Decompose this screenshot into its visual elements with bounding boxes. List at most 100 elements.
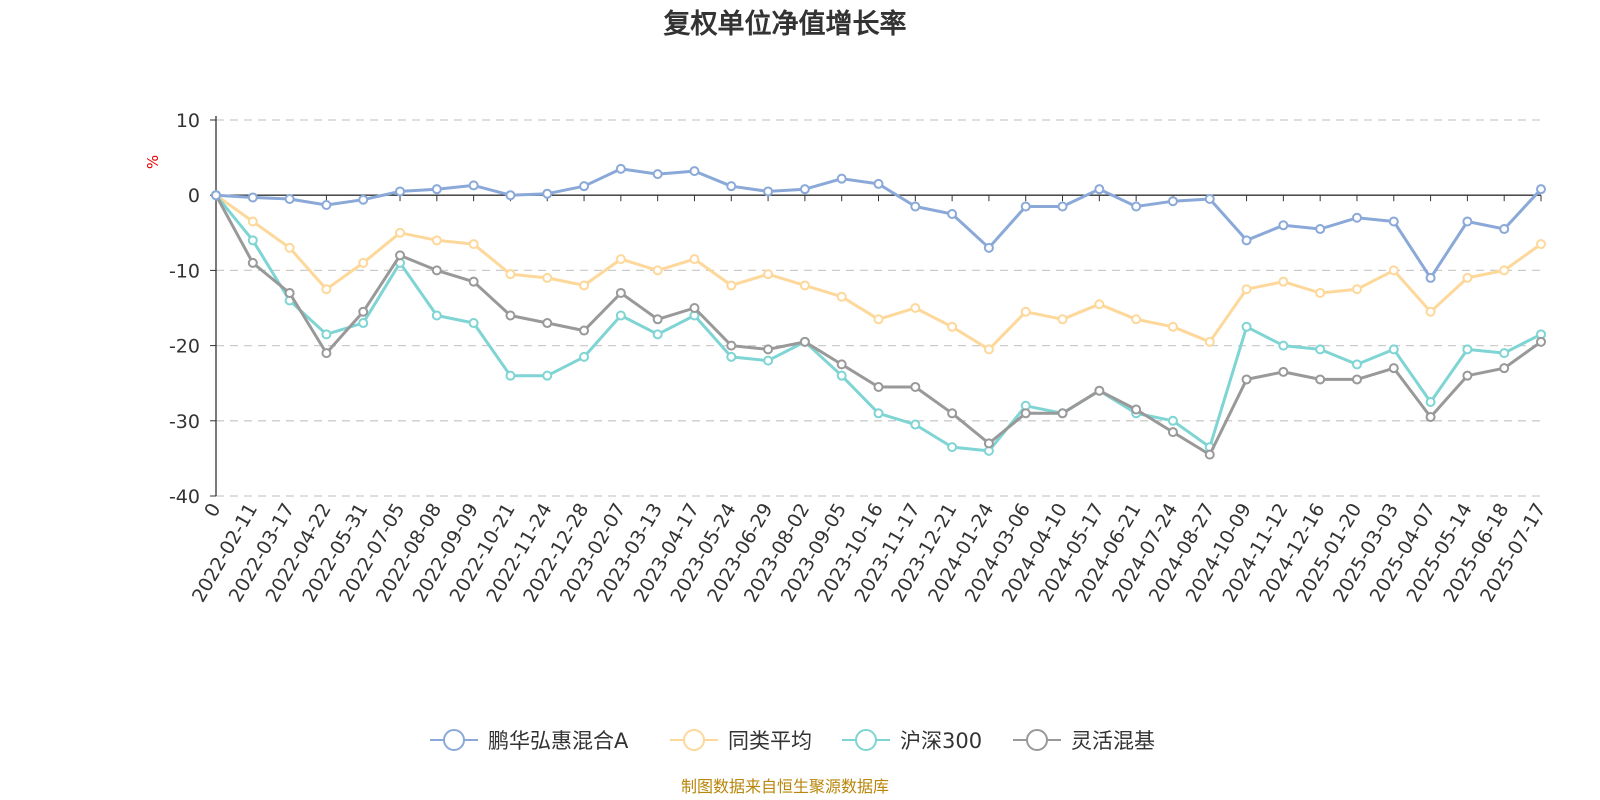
data-point[interactable]: [431, 265, 442, 276]
data-point[interactable]: [579, 351, 590, 362]
data-point[interactable]: [652, 169, 663, 180]
data-point[interactable]: [284, 193, 295, 204]
data-point[interactable]: [689, 254, 700, 265]
data-point[interactable]: [1057, 201, 1068, 212]
data-point[interactable]: [1315, 344, 1326, 355]
data-point[interactable]: [1425, 272, 1436, 283]
data-point[interactable]: [1315, 224, 1326, 235]
data-point[interactable]: [763, 355, 774, 366]
data-point[interactable]: [1499, 265, 1510, 276]
data-point[interactable]: [505, 269, 516, 280]
data-point[interactable]: [615, 310, 626, 321]
data-point[interactable]: [505, 310, 516, 321]
data-point[interactable]: [1094, 184, 1105, 195]
data-point[interactable]: [1388, 216, 1399, 227]
legend-item[interactable]: 同类平均: [670, 729, 812, 753]
data-point[interactable]: [1351, 284, 1362, 295]
data-point[interactable]: [1241, 284, 1252, 295]
legend-item[interactable]: 灵活混基: [1013, 729, 1155, 753]
data-point[interactable]: [1167, 427, 1178, 438]
data-point[interactable]: [1131, 314, 1142, 325]
data-point[interactable]: [358, 318, 369, 329]
data-point[interactable]: [1462, 272, 1473, 283]
data-point[interactable]: [1094, 385, 1105, 396]
data-point[interactable]: [358, 306, 369, 317]
data-point[interactable]: [468, 276, 479, 287]
data-point[interactable]: [247, 235, 258, 246]
data-point[interactable]: [689, 303, 700, 313]
data-point[interactable]: [247, 216, 258, 227]
data-point[interactable]: [395, 227, 406, 238]
data-point[interactable]: [910, 381, 921, 392]
data-point[interactable]: [247, 257, 258, 268]
data-point[interactable]: [1425, 306, 1436, 317]
data-point[interactable]: [1278, 366, 1289, 377]
data-point[interactable]: [542, 188, 553, 199]
data-point[interactable]: [726, 280, 737, 291]
data-point[interactable]: [1278, 276, 1289, 287]
data-point[interactable]: [983, 242, 994, 253]
data-point[interactable]: [395, 250, 406, 261]
data-point[interactable]: [873, 381, 884, 392]
data-point[interactable]: [652, 329, 663, 340]
data-point[interactable]: [1536, 239, 1546, 250]
data-point[interactable]: [1131, 404, 1142, 415]
data-point[interactable]: [910, 419, 921, 430]
data-point[interactable]: [947, 442, 958, 453]
data-point[interactable]: [431, 184, 442, 195]
data-point[interactable]: [726, 181, 737, 192]
data-point[interactable]: [1499, 348, 1510, 359]
data-point[interactable]: [1241, 374, 1252, 385]
data-point[interactable]: [615, 254, 626, 265]
data-point[interactable]: [1241, 235, 1252, 246]
data-point[interactable]: [247, 192, 258, 203]
data-point[interactable]: [505, 190, 516, 201]
data-point[interactable]: [321, 329, 332, 340]
data-point[interactable]: [1167, 196, 1178, 207]
data-point[interactable]: [431, 310, 442, 321]
data-point[interactable]: [615, 287, 626, 298]
data-point[interactable]: [431, 235, 442, 246]
data-point[interactable]: [542, 272, 553, 283]
data-point[interactable]: [1425, 412, 1436, 423]
data-point[interactable]: [1388, 265, 1399, 276]
data-point[interactable]: [947, 209, 958, 219]
data-point[interactable]: [799, 336, 810, 347]
data-point[interactable]: [763, 186, 774, 197]
data-point[interactable]: [910, 303, 921, 313]
data-point[interactable]: [1388, 344, 1399, 355]
data-point[interactable]: [321, 348, 332, 359]
data-point[interactable]: [321, 284, 332, 295]
data-point[interactable]: [505, 370, 516, 381]
data-point[interactable]: [1167, 321, 1178, 332]
data-point[interactable]: [1351, 359, 1362, 370]
data-point[interactable]: [873, 314, 884, 325]
data-point[interactable]: [689, 166, 700, 177]
data-point[interactable]: [1204, 336, 1215, 347]
data-point[interactable]: [358, 257, 369, 268]
data-point[interactable]: [873, 408, 884, 419]
data-point[interactable]: [1315, 287, 1326, 298]
data-point[interactable]: [211, 190, 221, 201]
data-point[interactable]: [1462, 216, 1473, 227]
data-point[interactable]: [1351, 374, 1362, 385]
data-point[interactable]: [910, 201, 921, 212]
data-point[interactable]: [1388, 363, 1399, 374]
data-point[interactable]: [284, 287, 295, 298]
data-point[interactable]: [1462, 344, 1473, 355]
data-point[interactable]: [1351, 212, 1362, 223]
data-point[interactable]: [726, 351, 737, 362]
data-point[interactable]: [468, 318, 479, 329]
data-point[interactable]: [1278, 340, 1289, 351]
data-point[interactable]: [983, 344, 994, 355]
data-point[interactable]: [1094, 299, 1105, 310]
data-point[interactable]: [1020, 306, 1031, 317]
data-point[interactable]: [579, 280, 590, 291]
data-point[interactable]: [1057, 314, 1068, 325]
data-point[interactable]: [1241, 321, 1252, 332]
data-point[interactable]: [1499, 224, 1510, 235]
data-point[interactable]: [579, 181, 590, 192]
data-point[interactable]: [1020, 201, 1031, 212]
data-point[interactable]: [836, 359, 847, 370]
data-point[interactable]: [358, 194, 369, 205]
